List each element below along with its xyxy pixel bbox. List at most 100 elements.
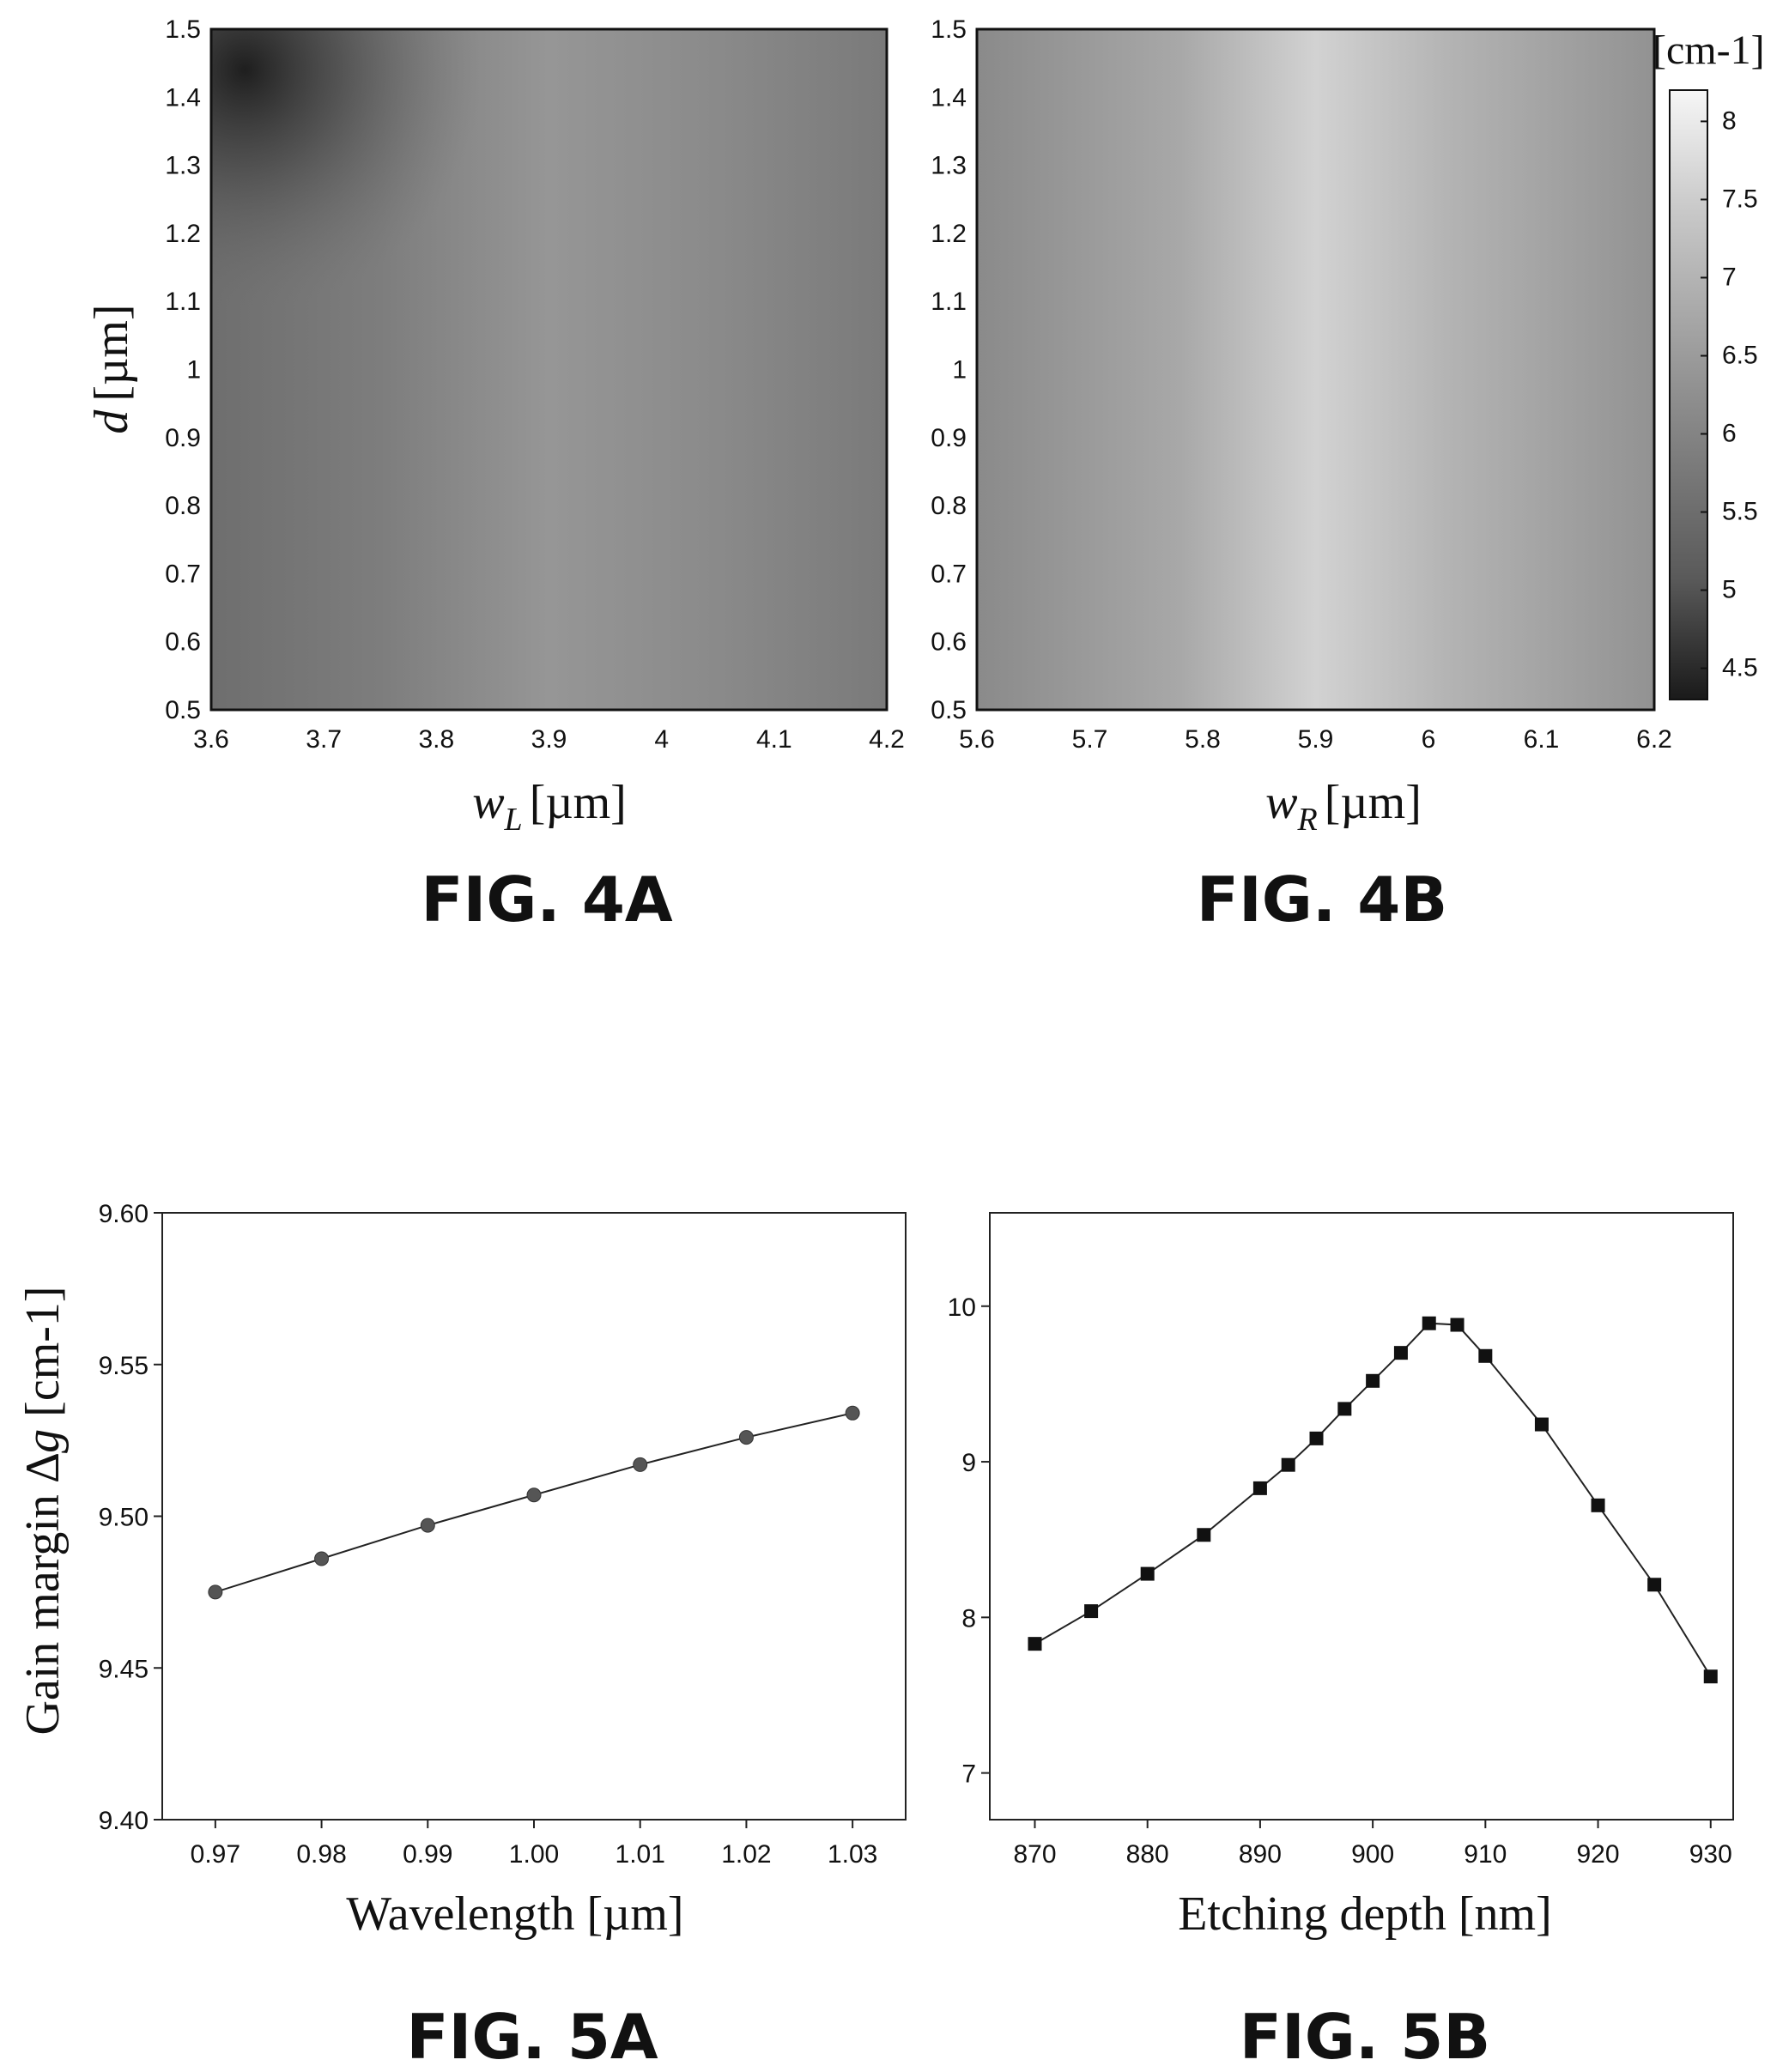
5b-y-tick-label: 8 [961, 1604, 976, 1633]
4b-y-tick-label: 0.9 [931, 424, 967, 452]
5b-data-point [1703, 1669, 1718, 1684]
5b-y-tick-label: 10 [948, 1293, 976, 1322]
5a-y-tick-label: 9.60 [99, 1200, 149, 1228]
series-5a [208, 1405, 860, 1600]
5a-y-tick-label: 9.40 [99, 1807, 149, 1835]
4a-y-tick-label: 0.9 [165, 424, 201, 452]
colorbar-tick-label: 5 [1722, 576, 1737, 604]
colorbar [1669, 89, 1708, 700]
5a-data-point [738, 1430, 754, 1445]
4b-y-tick-label: 0.5 [931, 696, 967, 724]
colorbar-tick-label: 7 [1722, 263, 1737, 291]
4b-x-tick-label: 6.1 [1524, 725, 1560, 754]
4a-x-tick-label: 3.7 [306, 725, 342, 754]
y-axis-title-4a: d[µm] [85, 304, 138, 433]
plot-frame-5b [989, 1212, 1734, 1821]
5b-data-point [1309, 1431, 1324, 1445]
4a-y-tick-label: 1.4 [165, 83, 201, 112]
4a-y-tick-label: 1 [186, 356, 201, 385]
5a-x-tick-label: 1.01 [616, 1840, 665, 1869]
4a-x-tick-label: 4.1 [756, 725, 792, 754]
4a-y-tick-label: 1.2 [165, 220, 201, 248]
x-ticks-5b: 870 880 890 900 910 920 930 [1013, 1820, 1732, 1869]
colorbar-title: [cm-1] [1653, 27, 1765, 73]
heatmap-4b [977, 29, 1654, 710]
y-ticks-4b: 0.5 0.6 0.7 0.8 0.9 1 1.1 1.2 1.3 1.4 1.5 [931, 15, 967, 724]
5b-data-point [1534, 1417, 1549, 1432]
4b-y-tick-label: 1.5 [931, 15, 967, 44]
5a-y-tick-label: 9.45 [99, 1655, 149, 1683]
5b-x-tick-label: 910 [1464, 1840, 1507, 1869]
x-axis-title-4a: wL [µm] [472, 776, 627, 838]
4a-y-tick-label: 0.5 [165, 696, 201, 724]
5a-x-tick-label: 0.99 [403, 1840, 452, 1869]
5a-data-point [633, 1457, 648, 1472]
x-ticks-4a: 3.6 3.7 3.8 3.9 4 4.1 4.2 [193, 725, 905, 754]
5a-data-point [314, 1551, 330, 1566]
4a-x-tick-label: 3.8 [418, 725, 454, 754]
4b-x-tick-label: 6 [1422, 725, 1436, 754]
fig-4b: 5.6 5.7 5.8 5.9 6 6.1 6.2 0.5 0.6 0.7 0.8 0.9 1 1.1 1… [931, 15, 1764, 936]
y-axis-title-5a: Gain margin ∆g [cm-1] [16, 1286, 70, 1735]
4a-y-tick-label: 0.7 [165, 560, 201, 588]
x-ticks-4b: 5.6 5.7 5.8 5.9 6 6.1 6.2 [959, 725, 1672, 754]
4a-y-tick-label: 0.8 [165, 492, 201, 520]
4b-y-tick-label: 0.8 [931, 492, 967, 520]
5b-data-point [1281, 1457, 1295, 1472]
4b-y-tick-label: 1.3 [931, 152, 967, 180]
4b-x-tick-label: 5.7 [1072, 725, 1108, 754]
5b-data-point [1422, 1316, 1436, 1330]
4a-y-tick-label: 1.5 [165, 15, 201, 44]
4b-y-tick-label: 1.4 [931, 83, 967, 112]
5a-data-point [420, 1518, 435, 1533]
5b-data-point [1366, 1373, 1380, 1388]
y-ticks-5b: 7 8 9 10 [948, 1293, 990, 1789]
5b-x-tick-label: 900 [1351, 1840, 1394, 1869]
4a-y-tick-label: 0.6 [165, 628, 201, 657]
5b-data-point [1591, 1498, 1605, 1512]
5b-x-tick-label: 890 [1239, 1840, 1282, 1869]
4b-y-tick-label: 1 [952, 356, 967, 385]
4a-x-tick-label: 3.9 [531, 725, 567, 754]
heatmap-4a-dark-region [211, 29, 887, 710]
fig-5a: 0.97 0.98 0.99 1.00 1.01 1.02 1.03 9.40 9.45 9.5… [16, 1200, 907, 2072]
5a-data-point [208, 1584, 223, 1600]
4a-x-tick-label: 4 [654, 725, 669, 754]
figure-label-5b: FIG. 5B [1240, 2001, 1490, 2072]
colorbar-ticks: 4.5 5 5.5 6 6.5 7 7.5 8 [1701, 106, 1758, 682]
5a-x-tick-label: 1.00 [509, 1840, 559, 1869]
4b-y-tick-label: 1.2 [931, 220, 967, 248]
5a-y-tick-label: 9.50 [99, 1504, 149, 1532]
5a-x-tick-label: 0.97 [191, 1840, 240, 1869]
figure-label-4a: FIG. 4A [421, 863, 673, 936]
y-ticks-4a: 0.5 0.6 0.7 0.8 0.9 1 1.1 1.2 1.3 1.4 1.5 [165, 15, 201, 724]
plot-frame-5a [161, 1212, 907, 1821]
4b-y-tick-label: 0.7 [931, 560, 967, 588]
5b-x-tick-label: 930 [1689, 1840, 1732, 1869]
x-axis-title-5a: Wavelength [µm] [346, 1887, 683, 1941]
4b-x-tick-label: 5.9 [1298, 725, 1334, 754]
x-axis-title-4b: wR [µm] [1265, 776, 1422, 838]
5a-y-tick-label: 9.55 [99, 1352, 149, 1380]
x-axis-title-5b: Etching depth [nm] [1178, 1887, 1551, 1941]
5b-data-point [1478, 1348, 1493, 1363]
figure-label-5a: FIG. 5A [406, 2001, 658, 2072]
colorbar-tick-label: 4.5 [1722, 654, 1758, 682]
4b-x-tick-label: 6.2 [1636, 725, 1672, 754]
5a-x-tick-label: 1.02 [721, 1840, 771, 1869]
5b-data-point [1028, 1637, 1042, 1651]
5b-x-tick-label: 870 [1013, 1840, 1056, 1869]
5a-x-tick-label: 1.03 [828, 1840, 877, 1869]
4b-x-tick-label: 5.6 [959, 725, 995, 754]
5b-y-tick-label: 9 [961, 1449, 976, 1477]
y-ticks-5a: 9.40 9.45 9.50 9.55 9.60 [99, 1200, 162, 1835]
plot-frame-4a [209, 27, 888, 712]
figure-label-4b: FIG. 4B [1197, 863, 1447, 936]
colorbar-tick-label: 5.5 [1722, 498, 1758, 526]
4b-x-tick-label: 5.8 [1185, 725, 1221, 754]
5b-data-point [1197, 1528, 1211, 1542]
5a-series-line [215, 1412, 853, 1593]
5b-data-point [1337, 1402, 1352, 1416]
